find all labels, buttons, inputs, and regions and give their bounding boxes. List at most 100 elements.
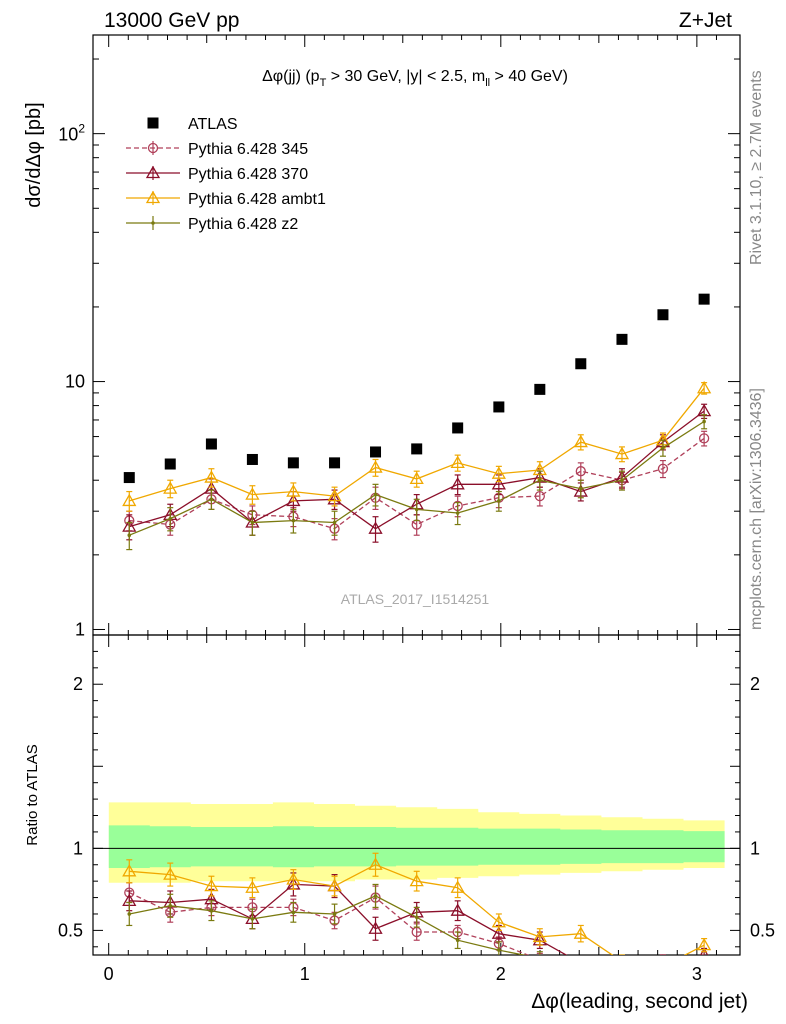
ratio-series-clip — [122, 852, 712, 981]
ratio-data-point — [661, 971, 665, 975]
main-series-line — [129, 437, 705, 530]
ratio-data-point — [168, 903, 173, 908]
atlas-data-point — [657, 309, 669, 321]
x-tick-label: 2 — [496, 964, 506, 984]
main-data-point — [450, 455, 465, 469]
main-data-point — [450, 477, 465, 490]
atlas-data-point — [329, 457, 341, 469]
process-label: Z+Jet — [679, 9, 732, 32]
y-axis-label: dσ/dΔφ [pb] — [23, 102, 45, 207]
main-data-point — [245, 487, 260, 500]
main-data-point — [538, 478, 542, 483]
ratio-tick-label: 2 — [73, 674, 83, 694]
ratio-data-point — [327, 878, 342, 892]
ratio-data-point — [209, 908, 214, 913]
ratio-data-point — [497, 948, 501, 952]
ratio-data-point — [204, 878, 219, 892]
main-data-point — [286, 484, 301, 497]
main-data-point — [697, 380, 712, 394]
ratio-tick-label: 2 — [750, 674, 760, 694]
main-data-point — [578, 486, 583, 491]
ratio-data-point — [414, 915, 419, 920]
ratio-data-point — [332, 912, 337, 916]
legend-entry-label: Pythia 6.428 345 — [188, 141, 308, 158]
main-data-point — [702, 419, 706, 424]
legend-entry-label: Pythia 6.428 370 — [188, 166, 308, 183]
main-data-point — [286, 493, 301, 507]
main-data-point — [497, 499, 501, 503]
ratio-data-point — [368, 857, 383, 870]
atlas-data-point — [452, 422, 464, 434]
atlas-data-point — [370, 446, 382, 458]
atlas-data-point — [616, 333, 628, 345]
legend: ATLAS Pythia 6.428 345 Pythia 6.428 370 Pyt… — [126, 116, 326, 233]
atlas-data-point — [493, 401, 505, 413]
rivet-label: Rivet 3.1.10, ≥ 2.7M events — [748, 70, 765, 265]
main-data-point — [204, 470, 219, 483]
main-data-point — [414, 507, 419, 512]
ratio-data-point — [658, 972, 667, 981]
main-data-point — [209, 497, 214, 502]
y-tick-label: 102 — [58, 122, 85, 145]
main-data-point — [573, 434, 588, 448]
main-data-point — [614, 446, 630, 460]
y-tick-label: 1 — [75, 619, 85, 639]
ratio-data-point — [575, 957, 587, 968]
legend-marker — [145, 190, 161, 204]
ratio-panel-series — [122, 852, 712, 981]
ratio-data-point — [250, 917, 255, 921]
ratio-data-point — [450, 880, 465, 893]
atlas-data-point — [411, 443, 423, 455]
atlas-data-point — [698, 293, 710, 305]
ratio-data-point — [662, 954, 664, 955]
ratio-panel-frame — [92, 634, 741, 956]
main-data-point — [455, 511, 460, 515]
main-data-point — [368, 460, 383, 473]
main-data-point — [250, 520, 255, 525]
main-data-point — [620, 478, 624, 483]
ratio-data-point — [491, 926, 506, 939]
ratio-tick-label: 0.5 — [750, 920, 775, 940]
legend-marker — [147, 142, 159, 154]
ratio-data-point — [573, 926, 588, 939]
atlas-data-point — [575, 358, 587, 370]
axis-ticks: 1 10 102 0 1 2 3 0.5 0.5 1 1 2 2 — [58, 35, 775, 984]
ratio-data-point — [697, 937, 712, 951]
ratio-data-point — [620, 970, 624, 974]
main-data-point — [291, 518, 296, 523]
ratio-tick-label: 0.5 — [58, 920, 83, 940]
main-panel-series — [122, 293, 712, 551]
legend-atlas-marker — [147, 117, 159, 129]
ratio-data-point — [286, 872, 301, 885]
main-data-point — [491, 466, 506, 479]
ratio-data-point — [616, 960, 628, 971]
ratio-data-point — [579, 965, 583, 969]
x-tick-label: 1 — [300, 964, 310, 984]
main-data-point — [373, 492, 378, 497]
main-data-point — [698, 433, 710, 444]
legend-entry-label: Pythia 6.428 z2 — [188, 216, 298, 233]
ratio-data-point — [538, 954, 542, 955]
ratio-data-point — [122, 863, 137, 877]
ratio-data-point — [245, 880, 260, 893]
main-data-point — [534, 490, 545, 502]
ratio-tick-label: 1 — [73, 838, 83, 858]
main-data-point — [163, 481, 178, 494]
x-tick-label: 3 — [692, 964, 702, 984]
ratio-data-point — [702, 963, 706, 967]
ratio-data-point — [291, 910, 296, 915]
ratio-data-point — [450, 903, 465, 916]
legend-marker — [151, 221, 155, 225]
ratio-data-point — [621, 954, 623, 955]
ratio-data-point — [538, 956, 542, 960]
main-data-point — [575, 466, 586, 477]
legend-atlas-label: ATLAS — [188, 116, 238, 133]
ratio-y-axis-label: Ratio to ATLAS — [24, 744, 41, 845]
ratio-data-point — [455, 938, 460, 943]
x-tick-label: 0 — [104, 964, 114, 984]
atlas-data-point — [534, 383, 546, 395]
main-data-point — [657, 463, 669, 474]
ratio-inner-band — [108, 825, 725, 868]
main-data-point — [122, 493, 137, 507]
